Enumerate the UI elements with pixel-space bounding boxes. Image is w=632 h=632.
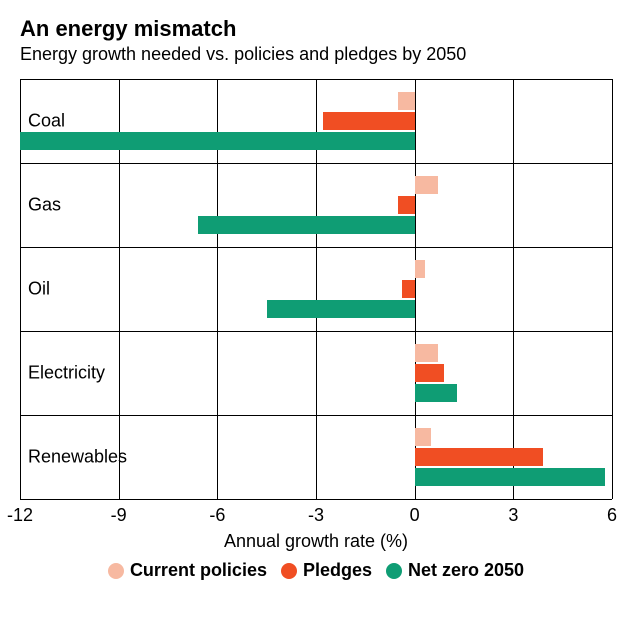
x-tick-label: 3 — [508, 505, 518, 526]
chart-title: An energy mismatch — [20, 16, 612, 42]
category-label: Gas — [28, 195, 61, 216]
legend-label: Pledges — [303, 560, 372, 581]
bar-current_policies — [415, 428, 431, 446]
bar-pledges — [323, 112, 415, 130]
bar-net_zero — [415, 468, 606, 486]
x-tick-label: -9 — [111, 505, 127, 526]
bar-net_zero — [198, 216, 415, 234]
legend-item-pledges: Pledges — [281, 560, 372, 581]
legend-item-net_zero: Net zero 2050 — [386, 560, 524, 581]
bar-net_zero — [267, 300, 415, 318]
x-gridline — [513, 79, 514, 499]
bar-pledges — [402, 280, 415, 298]
bar-net_zero — [20, 132, 415, 150]
plot-area: Coal Gas Oil Electricity Renewables — [20, 79, 612, 499]
chart-subtitle: Energy growth needed vs. policies and pl… — [20, 44, 612, 65]
x-tick-label: -6 — [209, 505, 225, 526]
category-label: Electricity — [28, 363, 105, 384]
legend-swatch — [386, 563, 402, 579]
x-tick-label: 0 — [410, 505, 420, 526]
legend-swatch — [108, 563, 124, 579]
bar-current_policies — [415, 344, 438, 362]
legend-swatch — [281, 563, 297, 579]
bar-current_policies — [415, 176, 438, 194]
category-label: Renewables — [28, 447, 127, 468]
x-tick-label: -12 — [7, 505, 33, 526]
x-tick-label: 6 — [607, 505, 617, 526]
bar-current_policies — [398, 92, 414, 110]
legend-label: Net zero 2050 — [408, 560, 524, 581]
bar-net_zero — [415, 384, 458, 402]
legend-item-current_policies: Current policies — [108, 560, 267, 581]
legend-label: Current policies — [130, 560, 267, 581]
energy-mismatch-chart: CoalGasOilElectricityRenewables -12-9-6-… — [20, 79, 612, 499]
category-label: Oil — [28, 279, 50, 300]
bar-pledges — [415, 448, 543, 466]
row-divider — [20, 499, 612, 500]
bar-current_policies — [415, 260, 425, 278]
category-label: Coal — [28, 111, 65, 132]
x-gridline — [612, 79, 613, 499]
bar-pledges — [398, 196, 414, 214]
x-tick-label: -3 — [308, 505, 324, 526]
x-axis-label: Annual growth rate (%) — [224, 531, 408, 552]
bar-pledges — [415, 364, 445, 382]
legend: Current policies Pledges Net zero 2050 — [0, 560, 632, 581]
